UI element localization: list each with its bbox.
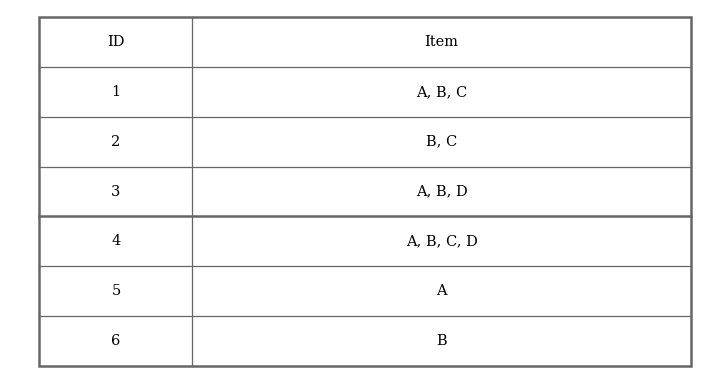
Text: ID: ID — [107, 35, 125, 49]
Text: A, B, C, D: A, B, C, D — [406, 234, 478, 248]
Text: 4: 4 — [111, 234, 120, 248]
Text: 2: 2 — [111, 135, 120, 149]
Text: A, B, C: A, B, C — [416, 85, 468, 99]
Text: 6: 6 — [111, 334, 120, 348]
Text: Item: Item — [425, 35, 459, 49]
Text: 3: 3 — [111, 184, 120, 199]
Text: B: B — [437, 334, 447, 348]
Text: 5: 5 — [111, 284, 120, 298]
Text: B, C: B, C — [426, 135, 458, 149]
Text: A: A — [437, 284, 447, 298]
Text: A, B, D: A, B, D — [416, 184, 468, 199]
Text: 1: 1 — [112, 85, 120, 99]
